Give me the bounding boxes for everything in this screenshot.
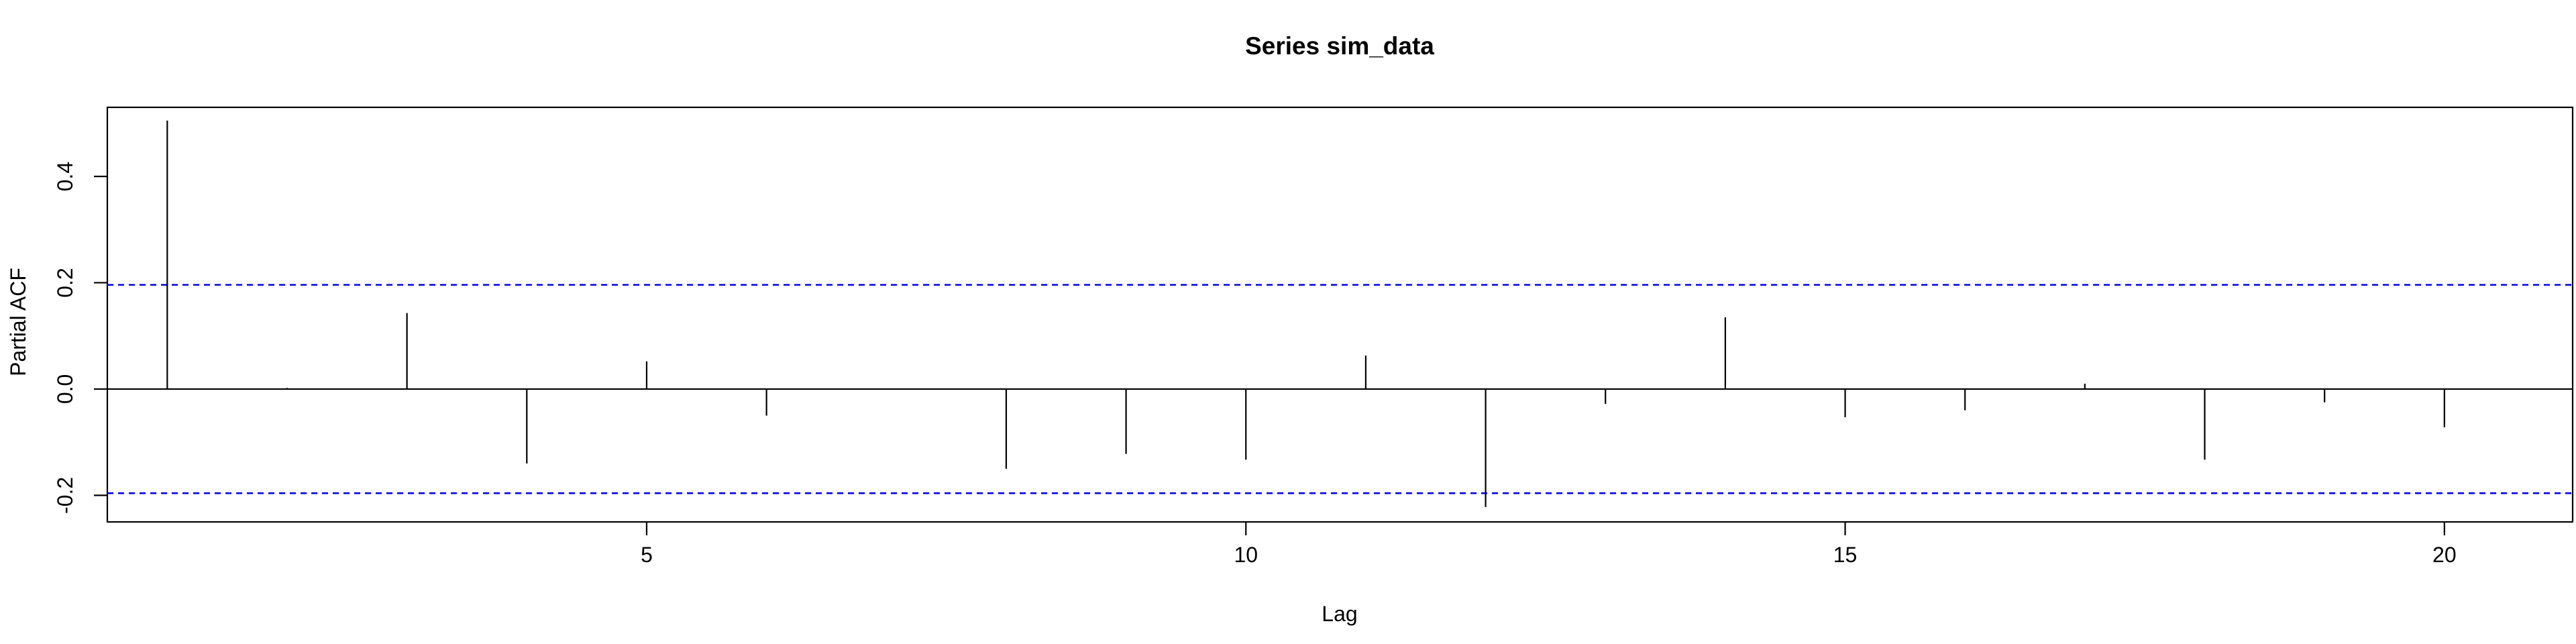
x-tick-label-10: 10 bbox=[1234, 543, 1258, 567]
x-tick-label-20: 20 bbox=[2432, 543, 2457, 567]
y-tick-label-0: 0.0 bbox=[53, 374, 77, 404]
x-tick-label-15: 15 bbox=[1833, 543, 1858, 567]
y-tick-label-0_2: 0.2 bbox=[53, 268, 77, 297]
x-axis-label: Lag bbox=[1322, 602, 1357, 626]
y-axis-label: Partial ACF bbox=[6, 268, 30, 376]
y-tick-label-neg0_2: -0.2 bbox=[53, 477, 77, 514]
plot-border bbox=[106, 106, 2574, 523]
plot-area: 5 10 15 20 -0.2 0.0 0.2 0.4 bbox=[53, 106, 2574, 567]
y-tick-label-0_4: 0.4 bbox=[53, 162, 77, 191]
chart-title: Series sim_data bbox=[1245, 32, 1434, 60]
x-tick-label-5: 5 bbox=[641, 543, 653, 567]
